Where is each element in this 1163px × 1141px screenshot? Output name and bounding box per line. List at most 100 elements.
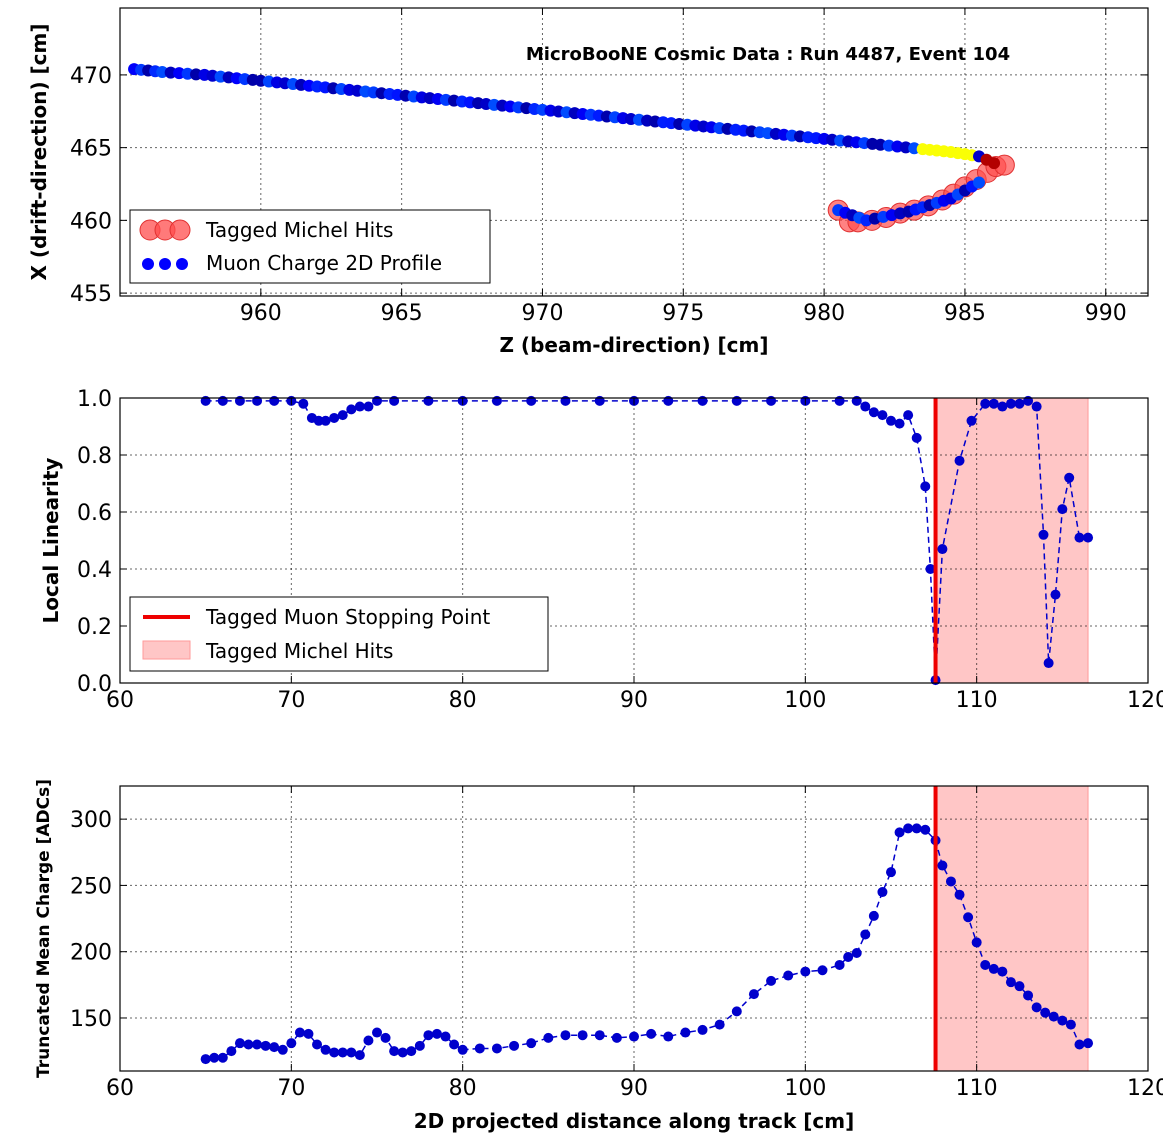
data-point [209, 1052, 220, 1063]
data-point [894, 418, 905, 429]
data-point [886, 415, 896, 426]
data-point [877, 410, 888, 421]
x-tick-label: 120 [1127, 1076, 1163, 1101]
legend-box [129, 209, 491, 284]
data-point [971, 937, 982, 948]
data-point [431, 1028, 442, 1039]
data-point [277, 1044, 288, 1055]
data-point [560, 1030, 571, 1041]
data-point [920, 824, 931, 835]
x-tick-label: 70 [277, 688, 305, 713]
legend-box [129, 596, 549, 672]
michel-region [935, 785, 1089, 1072]
x-tick-label: 80 [449, 688, 477, 713]
y-tick-label: 250 [70, 874, 112, 899]
data-point [611, 1032, 622, 1043]
y-tick-label: 300 [70, 808, 112, 833]
data-point [286, 1038, 297, 1049]
y-axis-label: Local Linearity [39, 458, 63, 624]
x-tick-label: 970 [521, 301, 563, 326]
data-point [200, 395, 211, 406]
data-point [800, 966, 811, 977]
data-point [346, 1047, 357, 1058]
legend-michel-marker [142, 640, 191, 660]
data-point [1048, 1011, 1059, 1022]
data-point [491, 1043, 502, 1054]
legend-muon-marker [159, 258, 171, 270]
legend-label-michel: Tagged Michel Hits [205, 639, 393, 663]
x-tick-label: 965 [381, 301, 423, 326]
data-point [1057, 1015, 1068, 1026]
data-point [372, 1027, 382, 1038]
y-tick-label: 0.2 [77, 615, 112, 640]
data-point [954, 889, 965, 900]
data-point [1083, 1038, 1094, 1049]
data-point [217, 395, 228, 406]
data-point [320, 1044, 331, 1055]
data-point [834, 959, 845, 970]
panel-track-xz: 960 965 970 975 980 985 990 455 460 465 470 MicroBo… [27, 7, 1149, 357]
data-point [560, 395, 571, 406]
data-point [303, 1028, 314, 1039]
x-tick-label: 120 [1127, 688, 1163, 713]
y-tick-label: 150 [70, 1007, 112, 1032]
data-point [1038, 529, 1049, 540]
data-point [380, 1032, 391, 1043]
data-point [860, 401, 871, 412]
data-point [1065, 1019, 1076, 1030]
plot-frame [119, 397, 1149, 684]
x-tick-label: 80 [449, 1076, 477, 1101]
data-point [920, 481, 931, 492]
legend-michel-marker [169, 219, 191, 241]
panel-local-linearity: 60 70 80 90 100 110 120 0.0 0.2 0.4 0.6 0.8 1.0 Local… [39, 387, 1163, 713]
data-point [252, 1039, 263, 1050]
data-point [966, 415, 977, 426]
y-tick-label: 1.0 [77, 387, 112, 412]
data-point [294, 1027, 305, 1038]
data-point [663, 395, 674, 406]
legend-label-muon: Muon Charge 2D Profile [206, 251, 442, 275]
data-point [406, 1046, 417, 1057]
data-point [714, 1019, 725, 1030]
data-point [680, 1027, 691, 1038]
x-tick-label: 975 [662, 301, 704, 326]
data-point [457, 1044, 468, 1055]
data-point [372, 395, 382, 406]
data-point [1014, 398, 1025, 409]
data-point [269, 395, 280, 406]
data-point [894, 827, 905, 838]
legend-label-michel: Tagged Michel Hits [205, 218, 393, 242]
data-point [877, 887, 888, 898]
data-point [474, 1043, 485, 1054]
y-tick-label: 465 [70, 137, 112, 162]
data-point [731, 395, 742, 406]
data-point [1023, 990, 1034, 1001]
data-point [269, 1042, 280, 1053]
data-point [997, 966, 1008, 977]
data-point [1083, 532, 1094, 543]
x-tick-label: 90 [620, 688, 648, 713]
data-point [313, 415, 324, 426]
data-point [963, 912, 974, 923]
data-point [925, 564, 936, 574]
x-tick-label: 960 [240, 301, 282, 326]
data-point [903, 410, 914, 421]
legend-label-stopping: Tagged Muon Stopping Point [205, 605, 490, 629]
data-point [526, 395, 537, 406]
muon-profile-point [973, 176, 986, 189]
data-point [389, 395, 400, 406]
data-point [997, 401, 1008, 412]
data-point [988, 398, 999, 409]
data-point [903, 823, 914, 834]
data-point [945, 876, 956, 887]
data-point [1031, 401, 1042, 412]
data-point [980, 959, 991, 970]
data-point [851, 948, 862, 959]
data-point [766, 395, 777, 406]
x-tick-label: 110 [956, 1076, 998, 1101]
data-point [1057, 504, 1068, 515]
michel-region [935, 397, 1089, 684]
data-point [234, 395, 245, 406]
data-point [200, 1054, 211, 1065]
